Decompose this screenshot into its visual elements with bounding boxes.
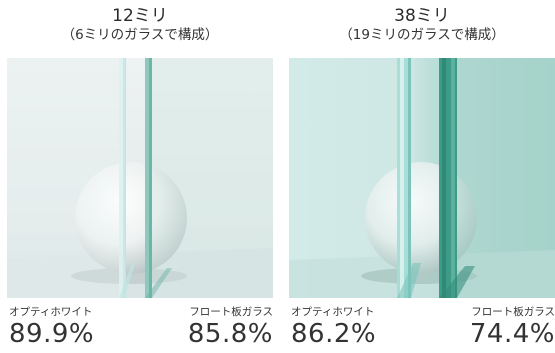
optiwhite-transmittance: 86.2% bbox=[291, 319, 377, 349]
optiwhite-label: オプティホワイト bbox=[9, 306, 93, 318]
float-glass-label: フロート板ガラス bbox=[189, 306, 273, 318]
float-glass-transmittance: 85.8% bbox=[187, 319, 273, 349]
composition-subtitle: （19ミリのガラスで構成） bbox=[339, 27, 505, 43]
panel-12mm: 12ミリ （6ミリのガラスで構成） bbox=[7, 0, 273, 353]
panel-38mm: 38ミリ （19ミリのガラスで構成） bbox=[289, 0, 555, 353]
panel-title: 12ミリ （6ミリのガラスで構成） bbox=[7, 0, 273, 44]
optiwhite-transmittance: 89.9% bbox=[9, 319, 95, 349]
thickness-title: 38ミリ bbox=[394, 6, 450, 26]
glass-photo bbox=[289, 58, 555, 298]
float-glass-label: フロート板ガラス bbox=[471, 306, 555, 318]
panel-title: 38ミリ （19ミリのガラスで構成） bbox=[289, 0, 555, 44]
optiwhite-label: オプティホワイト bbox=[291, 306, 375, 318]
float-glass-transmittance: 74.4% bbox=[469, 319, 555, 349]
glass-photo bbox=[7, 58, 273, 298]
composition-subtitle: （6ミリのガラスで構成） bbox=[61, 27, 219, 43]
thickness-title: 12ミリ bbox=[112, 6, 168, 26]
